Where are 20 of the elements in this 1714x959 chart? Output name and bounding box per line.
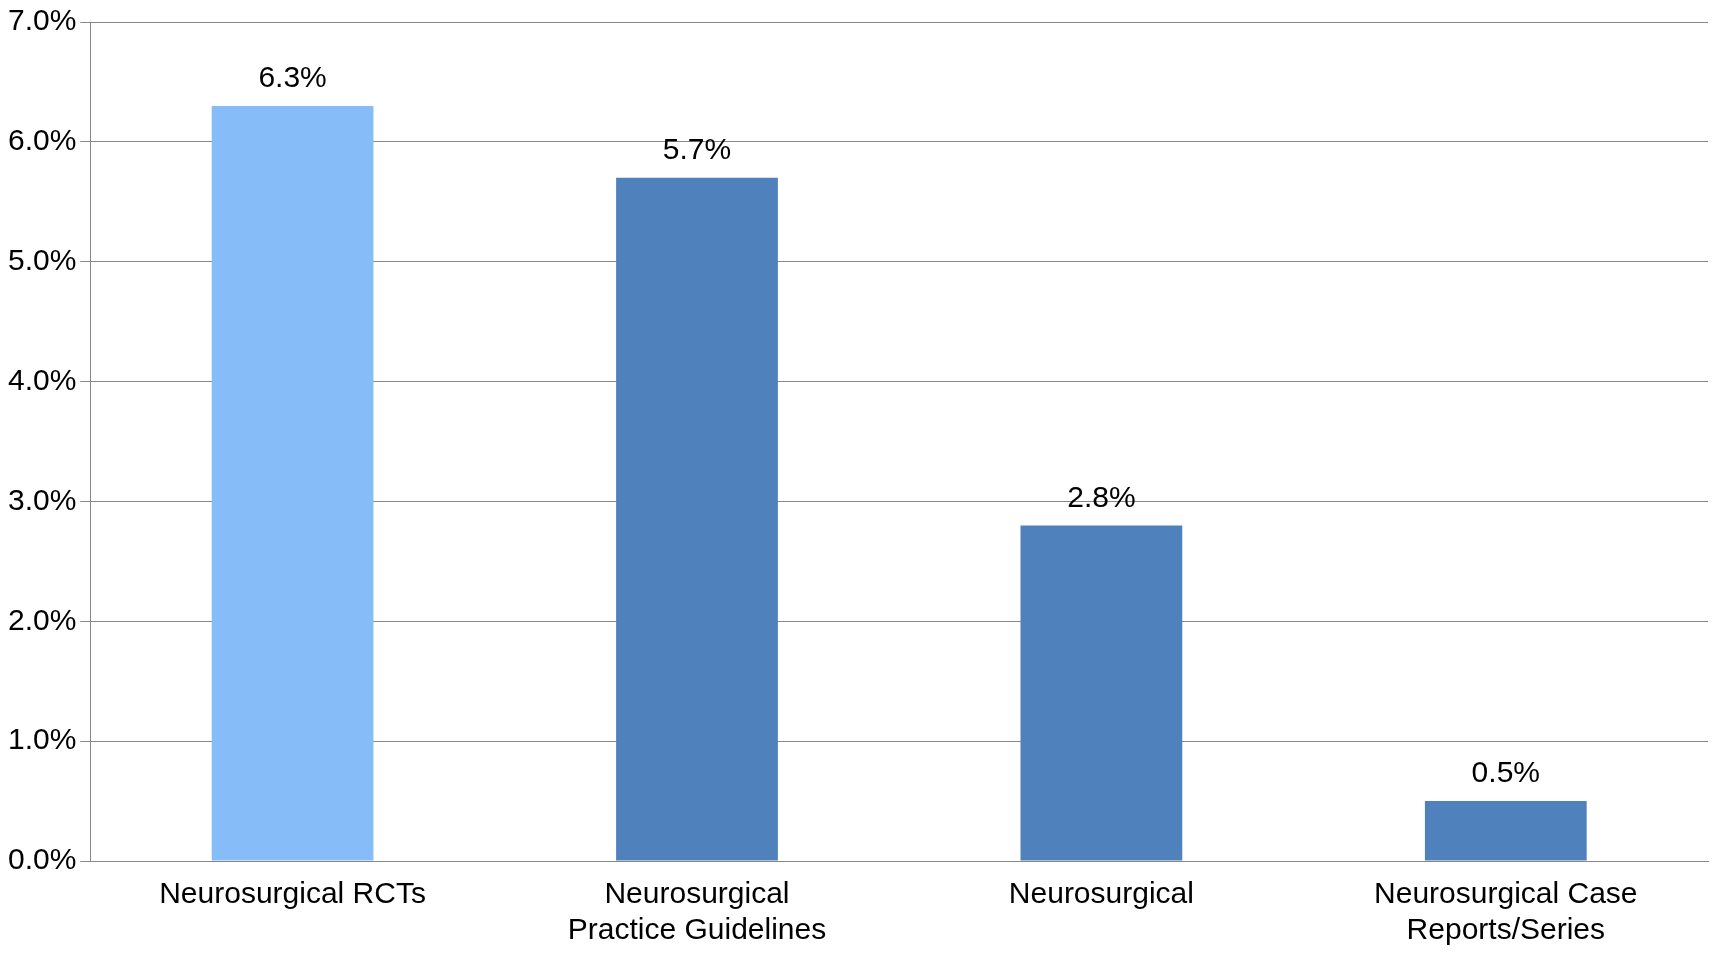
y-tick-label: 0.0%: [7, 842, 77, 876]
x-tick-label: Neurosurgical: [1008, 876, 1194, 910]
y-tick-label: 2.0%: [7, 602, 77, 636]
x-tick-label: Neurosurgical RCTs: [159, 876, 426, 910]
data-label: 2.8%: [1067, 479, 1136, 513]
y-tick-label: 5.0%: [7, 242, 77, 276]
y-tick-label: 4.0%: [7, 362, 77, 396]
data-label: 6.3%: [258, 60, 327, 94]
x-tick-label: Neurosurgical Case Reports/Series: [1374, 876, 1638, 946]
y-tick-label: 1.0%: [7, 722, 77, 756]
y-tick-label: 6.0%: [7, 123, 77, 157]
bar: [1424, 801, 1587, 861]
y-tick-label: 7.0%: [7, 3, 77, 37]
x-tick-label: Neurosurgical Practice Guidelines: [567, 876, 827, 946]
y-tick-label: 3.0%: [7, 482, 77, 516]
data-label: 0.5%: [1471, 755, 1540, 789]
bar: [616, 177, 778, 861]
bar: [211, 105, 374, 861]
bar: [1020, 525, 1183, 861]
data-label: 5.7%: [662, 132, 732, 166]
